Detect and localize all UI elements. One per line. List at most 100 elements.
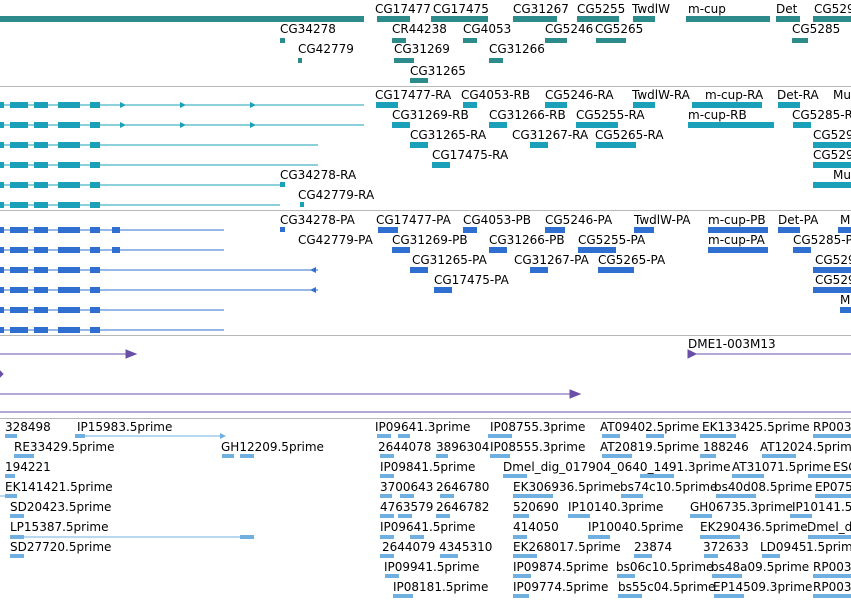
gene-label[interactable]: CG5246 (545, 22, 594, 36)
gene-label[interactable]: CG4053 (463, 22, 512, 36)
mrna-label[interactable]: CG42779-RA (298, 188, 375, 202)
est-label[interactable]: IP15983.5prime (77, 420, 173, 434)
mrna-label[interactable]: Det-RA (777, 88, 819, 102)
est-label[interactable]: RP003 (813, 580, 851, 594)
est-label[interactable]: 3700643 (380, 480, 434, 494)
gene-label[interactable]: CG17477 (375, 2, 431, 16)
protein-label[interactable]: CG31266-PB (489, 233, 565, 247)
est-label[interactable]: 188246 (703, 440, 749, 454)
protein-label[interactable]: CG5246-PA (545, 213, 613, 227)
mrna-label[interactable]: CG17477-RA (375, 88, 452, 102)
mrna-label[interactable]: CG5285-R (792, 108, 851, 122)
gene-label[interactable]: CG31267 (513, 2, 569, 16)
gene-label[interactable]: m-cup (688, 2, 726, 16)
protein-label[interactable]: CG42779-PA (298, 233, 373, 247)
gene-label[interactable]: CG31266 (489, 42, 545, 56)
est-label[interactable]: EK306936.5prime (513, 480, 621, 494)
est-label[interactable]: RP003 (813, 560, 851, 574)
est-label[interactable]: AT09402.5prime (600, 420, 700, 434)
est-label[interactable]: bs48a09.5prime (711, 560, 810, 574)
est-label[interactable]: 520690 (513, 500, 559, 514)
est-label[interactable]: IP10140.3prime (568, 500, 664, 514)
protein-label[interactable]: CG17477-PA (376, 213, 451, 227)
est-label[interactable]: IP08755.3prime (490, 420, 586, 434)
est-label[interactable]: 1.5prim (806, 540, 851, 554)
protein-label[interactable]: CG5255-PA (578, 233, 646, 247)
mrna-label[interactable]: CG5255-RA (576, 108, 645, 122)
est-label[interactable]: Dmel_dig_017904_0640_1491.3prime (503, 460, 731, 474)
est-label[interactable]: 4345310 (439, 540, 493, 554)
mrna-label[interactable]: CG5246-RA (545, 88, 614, 102)
protein-label[interactable]: M (840, 293, 851, 307)
est-label[interactable]: GH06735.3prime (690, 500, 793, 514)
gene-label[interactable]: CG529 (814, 2, 851, 16)
est-label[interactable]: 23874 (634, 540, 673, 554)
mrna-label[interactable]: CG529 (813, 128, 851, 142)
est-label[interactable]: EK268017.5prime (513, 540, 621, 554)
mrna-label[interactable]: CG5265-RA (595, 128, 664, 142)
mrna-label[interactable]: CG31267-RA (512, 128, 589, 142)
mrna-label[interactable]: CG4053-RB (461, 88, 531, 102)
est-label[interactable]: 328498 (5, 420, 51, 434)
protein-label[interactable]: CG31269-PB (392, 233, 468, 247)
est-label[interactable]: 2646780 (436, 480, 490, 494)
est-label[interactable]: bs55c04.5prime (618, 580, 716, 594)
gene-label[interactable]: CG31265 (410, 64, 466, 78)
est-label[interactable]: Dmel_d (807, 520, 851, 534)
mrna-label[interactable]: CG31269-RB (392, 108, 469, 122)
protein-label[interactable]: CG17475-PA (434, 273, 509, 287)
est-label[interactable]: IP09941.5prime (384, 560, 480, 574)
est-label[interactable]: IP08555.3prime (490, 440, 586, 454)
mrna-label[interactable]: CG31265-RA (410, 128, 487, 142)
mrna-label[interactable]: Mu (833, 168, 851, 182)
est-label[interactable]: IP09641.3prime (375, 420, 471, 434)
est-label[interactable]: 414050 (513, 520, 559, 534)
est-label[interactable]: EP14509.3prime (713, 580, 813, 594)
est-label[interactable]: IP09774.5prime (513, 580, 609, 594)
est-label[interactable]: 2644078 (378, 440, 432, 454)
est-label[interactable]: 372633 (703, 540, 749, 554)
est-label[interactable]: EK290436.5prime (700, 520, 808, 534)
protein-label[interactable]: Det-PA (778, 213, 819, 227)
est-label[interactable]: SD27720.5prime (10, 540, 112, 554)
est-label[interactable]: EP075 (815, 480, 851, 494)
est-label[interactable]: 4763579 (380, 500, 434, 514)
gene-label[interactable]: TwdlW (632, 2, 670, 16)
mrna-label[interactable]: CG529 (813, 148, 851, 162)
est-label[interactable]: IP09874.5prime (513, 560, 609, 574)
est-label[interactable]: LP15387.5prime (10, 520, 109, 534)
gene-label[interactable]: CG34278 (280, 22, 336, 36)
gene-label[interactable]: CG17475 (433, 2, 489, 16)
protein-label[interactable]: CG31265-PA (412, 253, 487, 267)
gene-label[interactable]: CG5255 (577, 2, 626, 16)
est-label[interactable]: RE33429.5prime (14, 440, 115, 454)
mrna-label[interactable]: TwdlW-RA (632, 88, 690, 102)
gene-label[interactable]: CG42779 (298, 42, 354, 56)
est-label[interactable]: 2644079 (382, 540, 436, 554)
gene-label[interactable]: Det (776, 2, 798, 16)
est-label[interactable]: EK141421.5prime (5, 480, 113, 494)
est-label[interactable]: IP10141.5 (792, 500, 851, 514)
est-label[interactable]: bs06c10.5prime (616, 560, 714, 574)
protein-label[interactable]: CG5285-P (793, 233, 851, 247)
est-label[interactable]: LD0945 (760, 540, 807, 554)
protein-label[interactable]: m-cup-PA (708, 233, 765, 247)
est-label[interactable]: 2646782 (436, 500, 490, 514)
est-label[interactable]: bs40d08.5prime (714, 480, 813, 494)
protein-label[interactable]: CG31267-PA (514, 253, 589, 267)
gene-label[interactable]: CR44238 (392, 22, 447, 36)
mrna-label[interactable]: m-cup-RB (688, 108, 747, 122)
est-label[interactable]: IP08181.5prime (393, 580, 489, 594)
protein-label[interactable]: TwdlW-PA (634, 213, 691, 227)
est-label[interactable]: 3896304 (436, 440, 490, 454)
bac-label[interactable]: DME1-003M13 (688, 337, 776, 351)
est-label[interactable]: AT12024.5prime (760, 440, 851, 454)
gene-label[interactable]: CG5285 (792, 22, 841, 36)
protein-label[interactable]: m-cup-PB (708, 213, 766, 227)
gene-label[interactable]: CG31269 (394, 42, 450, 56)
protein-label[interactable]: CG4053-PB (463, 213, 532, 227)
mrna-label[interactable]: m-cup-RA (705, 88, 764, 102)
mrna-label[interactable]: CG17475-RA (432, 148, 509, 162)
protein-label[interactable]: M (840, 213, 851, 227)
est-label[interactable]: EK133425.5prime (702, 420, 810, 434)
